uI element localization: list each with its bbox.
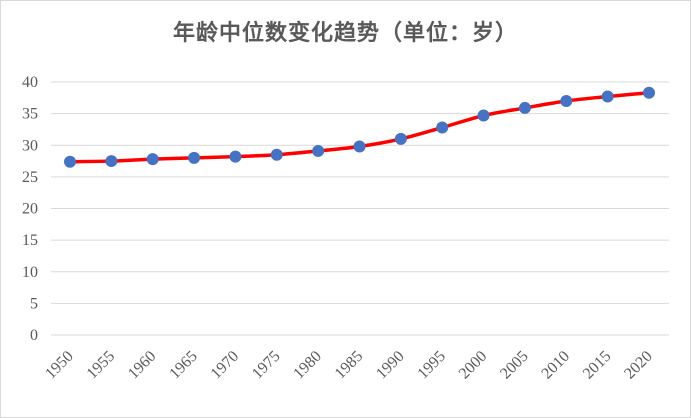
data-point [394,132,407,145]
data-point [146,153,159,166]
x-tick-label: 1975 [249,348,284,383]
data-point [601,90,614,103]
y-tick-label: 0 [30,327,38,344]
y-tick-label: 30 [22,137,38,154]
y-tick-label: 25 [22,169,38,186]
y-tick-label: 15 [22,232,38,249]
x-tick-label: 2020 [621,348,656,383]
y-axis: 0 5 10 15 20 25 30 35 40 [22,74,38,344]
data-point [270,148,283,161]
x-tick-label: 2000 [456,348,491,383]
y-tick-label: 20 [22,201,38,218]
x-tick-label: 1970 [208,348,243,383]
data-point [188,151,201,164]
x-axis: 1950 1955 1960 1965 1970 1975 1980 1985 1990 1995… [42,348,656,383]
chart-title: 年龄中位数变化趋势（单位：岁） [172,20,518,46]
grid-layer [51,81,669,336]
x-tick-label: 2015 [580,348,615,383]
data-point [229,150,242,163]
y-tick-label: 35 [22,106,38,123]
x-tick-label: 1990 [373,348,408,383]
x-tick-label: 2005 [497,348,532,383]
data-point [643,86,655,99]
x-tick-label: 2010 [538,348,573,383]
data-point [64,155,76,168]
data-point [560,94,573,107]
x-tick-label: 1960 [125,348,160,383]
x-tick-label: 1950 [42,348,77,383]
x-tick-label: 1995 [414,348,449,383]
x-tick-label: 1980 [290,348,325,383]
data-point [477,109,490,122]
x-tick-label: 1955 [84,348,119,383]
data-point [312,144,325,157]
data-point [436,121,449,134]
marker-layer [64,86,655,168]
data-point [353,140,366,153]
x-tick-label: 1965 [166,348,201,383]
data-point [518,101,531,114]
y-tick-label: 10 [22,264,38,281]
data-point [105,155,118,168]
y-tick-label: 5 [30,295,38,312]
x-tick-label: 1985 [332,348,367,383]
y-tick-label: 40 [22,74,38,91]
